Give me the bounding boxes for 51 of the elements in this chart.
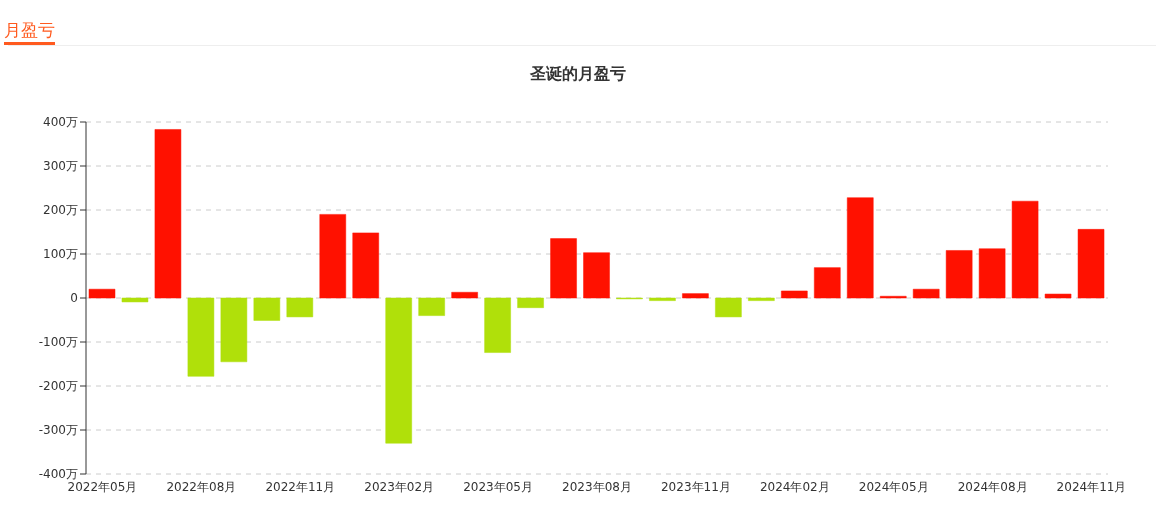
bar [945, 249, 973, 299]
x-tick-label: 2024年05月 [858, 479, 929, 494]
y-tick-label: 400万 [43, 115, 78, 130]
bar [286, 297, 314, 318]
x-tick-label: 2023年02月 [364, 479, 435, 494]
y-tick-label: 0 [70, 291, 78, 306]
bar [1011, 200, 1039, 299]
bar [912, 288, 940, 299]
y-tick-label: -400万 [38, 467, 78, 482]
x-tick-label: 2023年08月 [562, 479, 632, 494]
bar [418, 297, 446, 317]
bar [714, 297, 742, 318]
x-tick-label: 2022年11月 [265, 479, 336, 494]
bar [187, 297, 215, 377]
bar [352, 232, 380, 299]
bar [451, 291, 479, 299]
bar [220, 297, 248, 363]
bar [681, 293, 709, 299]
bar [154, 128, 182, 299]
bar [1044, 293, 1072, 299]
y-tick-label: -300万 [38, 423, 78, 438]
x-tick-label: 2022年08月 [166, 479, 237, 494]
bar [1077, 228, 1105, 299]
x-tick-label: 2024年08月 [957, 479, 1028, 494]
bar [253, 297, 281, 321]
bar [780, 290, 808, 299]
y-tick-label: -200万 [38, 379, 78, 394]
y-tick-label: 200万 [43, 203, 78, 218]
bar [550, 238, 578, 299]
bar [583, 252, 611, 299]
bar [747, 297, 775, 302]
bar [385, 297, 413, 444]
chart-title: 圣诞的月盈亏 [529, 64, 627, 85]
x-tick-label: 2024年11月 [1056, 479, 1127, 494]
x-tick-label: 2024年02月 [759, 479, 830, 494]
bar [88, 288, 116, 299]
bar [846, 197, 874, 299]
x-tick-label: 2023年11月 [661, 479, 731, 494]
y-tick-label: 300万 [43, 159, 78, 174]
bar [484, 297, 512, 354]
x-tick-label: 2022年05月 [67, 479, 138, 494]
bar [978, 248, 1006, 299]
y-tick-label: -100万 [38, 335, 78, 350]
x-tick-label: 2023年05月 [463, 479, 533, 494]
bar [121, 297, 149, 303]
bar [648, 297, 676, 302]
bar [517, 297, 545, 309]
bar [813, 267, 841, 299]
bar [319, 213, 347, 299]
y-tick-label: 100万 [43, 247, 78, 262]
text: 月盈亏 [4, 18, 55, 45]
